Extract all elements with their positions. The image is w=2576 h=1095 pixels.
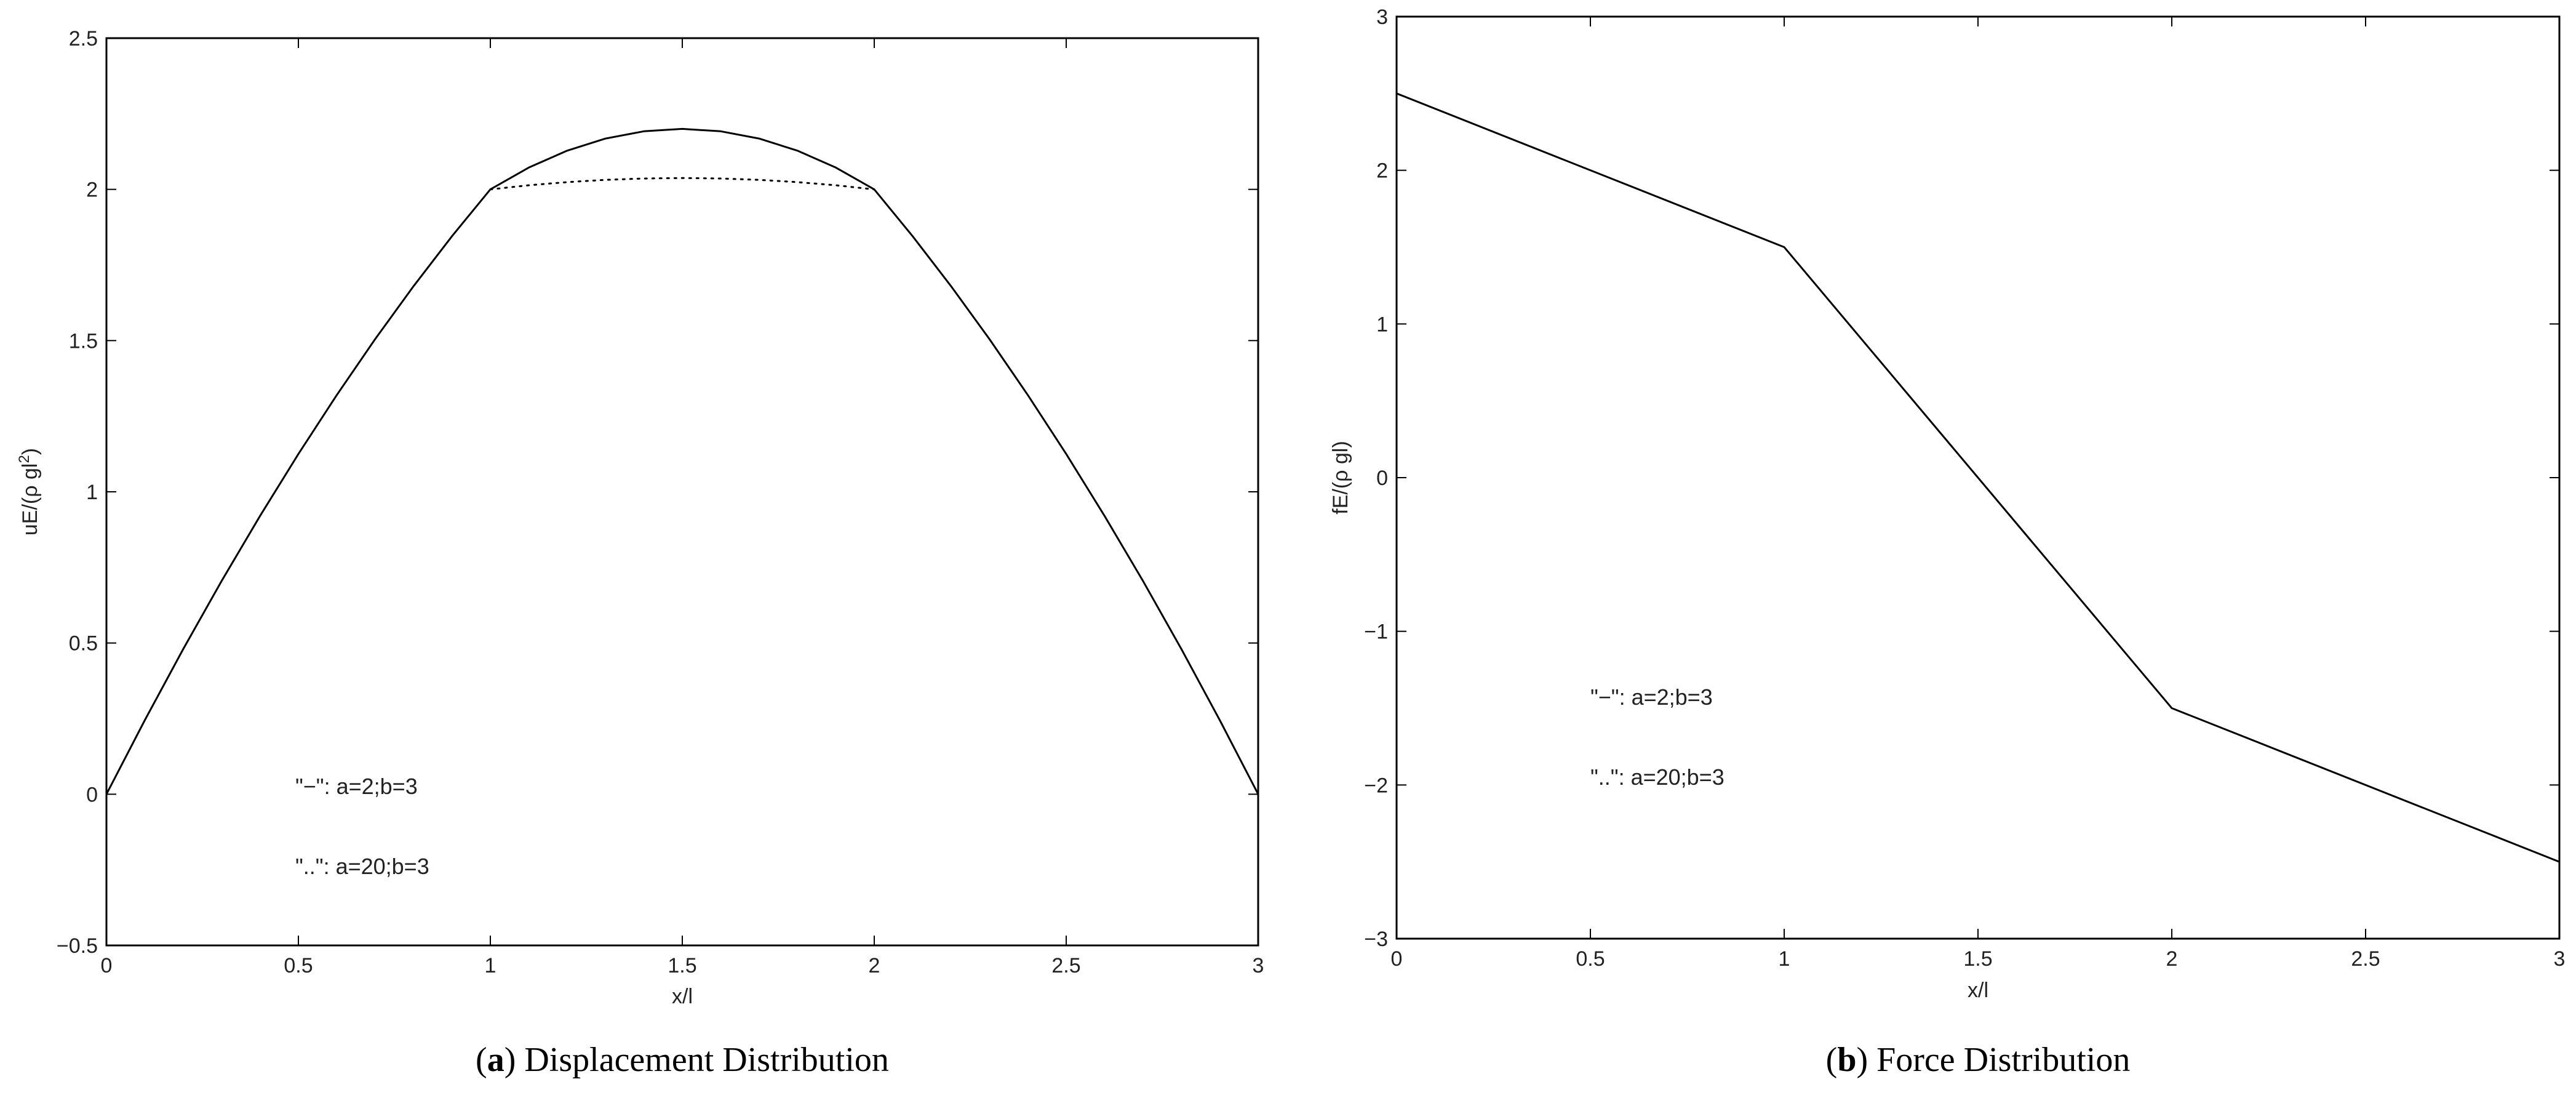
caption-b-letter: b [1837,1041,1856,1079]
y-tick-label: 1 [86,481,98,504]
caption-a: (a) Displacement Distribution [476,1041,889,1079]
y-tick-label: −2 [1364,774,1388,797]
legend-entry-solid-b: "−": a=2;b=3 [1590,684,1713,710]
y-tick-label: 1.5 [69,329,98,353]
caption-b-open: ( [1826,1041,1838,1079]
y-axis-label-a-sup: 2 [16,455,33,463]
x-tick-label: 2.5 [1051,954,1080,977]
series-line-solid [1396,92,2560,863]
caption-b-text: Force Distribution [1868,1041,2130,1079]
caption-a-close: ) [504,1041,516,1079]
caption-a-open: ( [476,1041,487,1079]
x-tick-label: 3 [2554,947,2566,971]
legend-entry-solid-a: "−": a=2;b=3 [295,774,418,799]
x-axis-label-b: x/l [1968,979,1988,1002]
caption-b: (b) Force Distribution [1826,1041,2131,1079]
x-tick-label: 2 [2166,947,2178,971]
series-line-dotted [489,177,875,191]
y-tick-label: −0.5 [57,934,98,958]
legend-entry-dotted-b: "..": a=20;b=3 [1590,764,1725,790]
x-tick-label: 1.5 [1963,947,1992,971]
y-tick-label: 2 [1376,159,1388,183]
x-axis-label-a: x/l [672,985,693,1008]
y-tick-label: −3 [1364,928,1388,951]
y-axis-label-a-main: uE/(ρ gl [18,463,42,536]
y-axis-label-a: uE/(ρ gl2) [16,448,42,535]
y-tick-label: 3 [1376,6,1388,29]
caption-b-close: ) [1856,1041,1868,1079]
caption-a-text: Displacement Distribution [516,1041,889,1079]
y-tick-label: 2 [86,178,98,202]
y-tick-label: 0.5 [69,632,98,656]
x-tick-label: 0 [1391,947,1403,971]
axis-ticks-b: 0 0.5 1 1.5 2 2.5 3 −3 −2 −1 0 1 2 3 [1364,6,2565,971]
y-tick-label: 0 [86,783,98,806]
x-tick-label: 2 [869,954,880,977]
chart-displacement: 0 0.5 1 1.5 2 2.5 3−0.500.511.522.5 x/l uE/(ρ … [16,27,1264,1079]
x-tick-label: 3 [1253,954,1264,977]
axis-ticks-a: 0 0.5 1 1.5 2 2.5 3−0.500.511.522.5 [57,27,1264,977]
plot-frame-a [105,37,1259,947]
y-axis-label-b-main: fE/(ρ gl) [1329,441,1352,514]
series-group-a [105,127,1259,795]
y-tick-label: 2.5 [69,27,98,50]
x-tick-label: 2.5 [2351,947,2380,971]
y-axis-label-b: fE/(ρ gl) [1329,441,1352,514]
series-group-b [1396,92,2560,863]
series-line-solid [105,127,1259,795]
x-tick-label: 0.5 [284,954,313,977]
y-axis-label-a-end: ) [18,448,42,455]
x-tick-label: 0 [101,954,113,977]
chart-force: 0 0.5 1 1.5 2 2.5 3 −3 −2 −1 0 1 2 3 x/l fE/(ρ gl) "−… [1329,6,2565,1079]
x-tick-label: 1 [485,954,496,977]
x-tick-label: 1.5 [668,954,696,977]
caption-a-letter: a [487,1041,504,1079]
x-tick-label: 1 [1779,947,1790,971]
y-tick-label: 1 [1376,313,1388,336]
y-tick-label: 0 [1376,467,1388,490]
y-tick-label: −1 [1364,620,1388,644]
legend-entry-dotted-a: "..": a=20;b=3 [295,854,429,879]
x-tick-label: 0.5 [1576,947,1605,971]
